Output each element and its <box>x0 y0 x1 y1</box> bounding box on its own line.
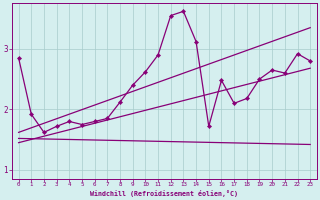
X-axis label: Windchill (Refroidissement éolien,°C): Windchill (Refroidissement éolien,°C) <box>90 190 238 197</box>
